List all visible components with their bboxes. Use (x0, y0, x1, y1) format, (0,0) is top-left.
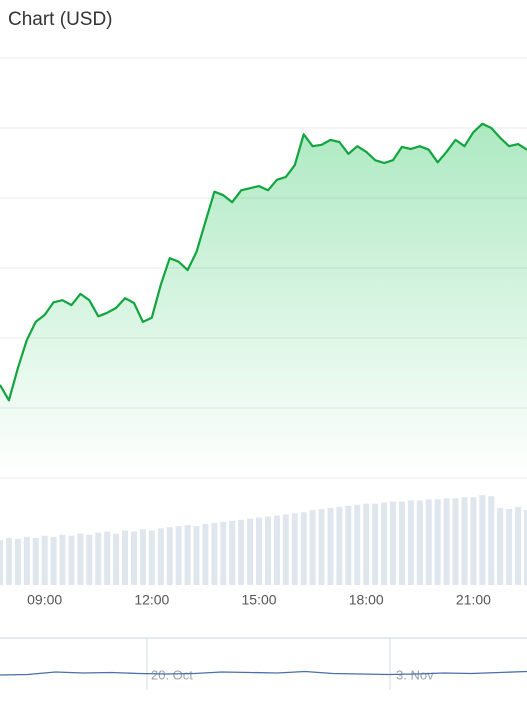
volume-bar (524, 510, 527, 585)
volume-bar (247, 518, 254, 585)
volume-bar (23, 536, 30, 585)
volume-bar (5, 537, 12, 585)
volume-bar (515, 506, 522, 585)
volume-bar (122, 530, 129, 585)
volume-bar (488, 496, 495, 585)
volume-bar (184, 525, 191, 585)
volume-bar (86, 534, 93, 585)
x-tick-label: 18:00 (349, 592, 384, 608)
volume-bar (175, 526, 182, 585)
volume-bar (470, 497, 477, 585)
volume-bar (32, 537, 39, 585)
volume-bar (336, 506, 343, 585)
x-tick-label: 09:00 (27, 592, 62, 608)
volume-bar (229, 520, 236, 585)
navigator-label: 3. Nov (396, 667, 434, 682)
volume-bar (416, 500, 423, 585)
price-line (0, 122, 527, 402)
volume-bar (104, 531, 111, 585)
volume-bar (238, 519, 245, 585)
volume-bar (256, 517, 263, 585)
volume-bar (95, 532, 102, 585)
volume-bar (497, 507, 504, 585)
volume-bar (77, 533, 84, 585)
volume-bar (425, 499, 432, 585)
x-tick-label: 12:00 (134, 592, 169, 608)
volume-bar (354, 504, 361, 585)
volume-bar (318, 509, 325, 585)
volume-bar (479, 495, 486, 585)
volume-bar (59, 534, 66, 585)
navigator-label: 20. Oct (151, 667, 193, 682)
volume-bar (506, 509, 513, 585)
volume-bar (264, 516, 271, 585)
volume-bar (157, 528, 164, 585)
volume-bar (41, 535, 48, 585)
x-tick-label: 21:00 (456, 592, 491, 608)
volume-bar (50, 536, 57, 585)
volume-bar (309, 510, 316, 585)
volume-bar (211, 522, 218, 585)
volume-bar (130, 531, 137, 585)
chart-title: Chart (USD) (8, 9, 113, 30)
price-area (0, 123, 527, 479)
volume-bar (166, 527, 173, 585)
volume-bar (452, 498, 459, 585)
volume-bar (220, 521, 227, 585)
volume-bar (14, 538, 21, 585)
x-tick-label: 15:00 (242, 592, 277, 608)
volume-bar (398, 501, 405, 585)
volume-bar (202, 524, 209, 585)
volume-bar (0, 540, 3, 585)
volume-bar (148, 530, 155, 585)
volume-bar (407, 500, 414, 585)
volume-bar (68, 535, 75, 585)
volume-bar (372, 503, 379, 585)
volume-bar (327, 507, 334, 585)
volume-bar (381, 502, 388, 585)
volume-bar (363, 503, 370, 585)
volume-bar (300, 512, 307, 585)
volume-bar (282, 514, 289, 585)
volume-bar (443, 498, 450, 585)
volume-bar (139, 529, 146, 585)
volume-bar (113, 533, 120, 585)
volume-bar (434, 499, 441, 585)
volume-bar (193, 526, 200, 585)
volume-bar (461, 497, 468, 585)
volume-bar (291, 513, 298, 585)
navigator-line (0, 670, 527, 676)
volume-bar (390, 501, 397, 585)
volume-bar (273, 515, 280, 585)
volume-bar (345, 505, 352, 585)
